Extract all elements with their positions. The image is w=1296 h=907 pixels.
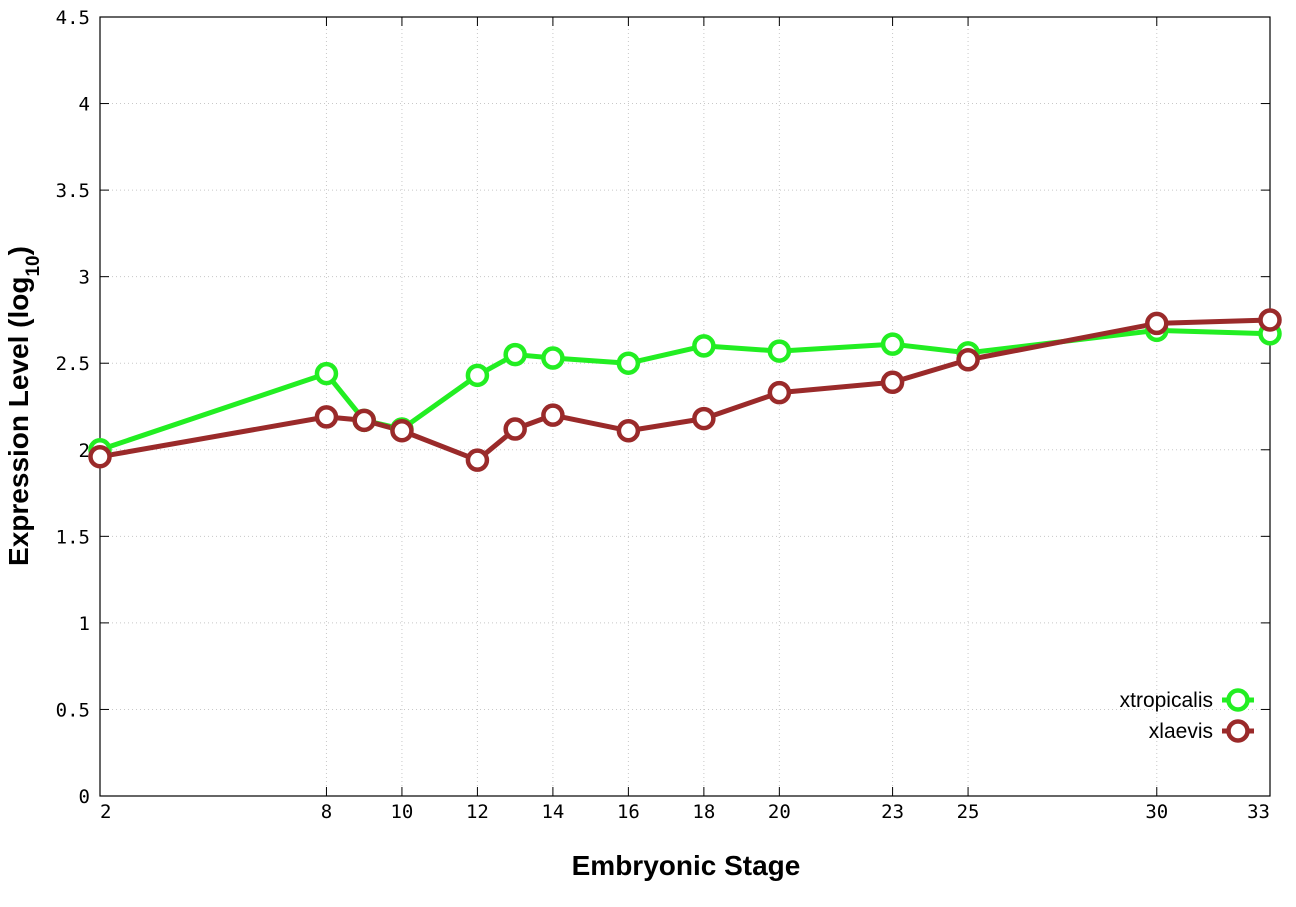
legend-label-xlaevis: xlaevis — [1149, 720, 1213, 743]
x-tick-label: 14 — [541, 801, 564, 823]
x-tick-label: 23 — [881, 801, 904, 823]
x-tick-label: 30 — [1145, 801, 1168, 823]
x-tick-label: 12 — [466, 801, 489, 823]
data-point-xtropicalis — [880, 332, 905, 356]
series-layer — [88, 308, 1282, 472]
data-point-xlaevis — [1145, 311, 1169, 336]
y-tick-label: 2.5 — [56, 353, 90, 375]
y-tick-label: 1.5 — [56, 526, 90, 548]
y-tick-label: 4.5 — [56, 7, 90, 29]
data-point-xlaevis — [88, 444, 112, 469]
data-point-xtropicalis — [314, 361, 339, 386]
x-tick-label: 18 — [692, 801, 715, 823]
data-point-xtropicalis — [503, 342, 527, 367]
data-point-xlaevis — [541, 403, 565, 427]
legend: xtropicalis xlaevis — [1120, 688, 1254, 743]
y-axis-title-subscript: 10 — [23, 255, 44, 276]
series-line-xtropicalis — [99, 327, 1271, 453]
y-tick-label: 4 — [79, 94, 90, 116]
x-axis-title: Embryonic Stage — [572, 850, 801, 881]
data-point-xlaevis — [956, 348, 980, 372]
plot-frame — [99, 16, 1271, 797]
data-point-xlaevis — [352, 408, 376, 433]
y-axis-title: Expression Level (log10) — [3, 246, 44, 566]
data-point-xtropicalis — [541, 346, 565, 370]
data-point-xlaevis — [314, 405, 339, 429]
y-tick-label: 3 — [79, 267, 90, 289]
data-point-xlaevis — [767, 380, 792, 405]
data-point-xlaevis — [692, 406, 716, 431]
data-point-xlaevis — [465, 448, 490, 472]
y-tick-label: 0 — [79, 786, 90, 808]
data-point-xtropicalis — [465, 363, 490, 388]
x-tick-label: 33 — [1247, 801, 1270, 823]
y-tick-label: 0.5 — [56, 699, 90, 721]
y-tick-label: 3.5 — [56, 180, 90, 202]
y-tick-label: 1 — [79, 613, 90, 635]
y-tick-label: 2 — [79, 440, 90, 462]
legend-marker-xlaevis — [1226, 719, 1250, 743]
y-axis-title-main: Expression Level (log — [3, 277, 34, 566]
grid-layer — [100, 17, 1270, 796]
data-point-xlaevis — [880, 370, 905, 395]
x-tick-label: 20 — [768, 801, 791, 823]
tick-layer: 0 0.5 1 1.5 2 2.5 3 3.5 4 4.5 2 8 10 12 14 16 18 20 23 25 30… — [56, 7, 1271, 823]
y-axis-title-close: ) — [3, 246, 34, 255]
data-point-xtropicalis — [767, 339, 792, 363]
data-point-xlaevis — [503, 417, 527, 441]
x-tick-label: 8 — [321, 801, 332, 823]
data-point-xlaevis — [390, 418, 414, 443]
x-tick-label: 10 — [390, 801, 413, 823]
legend-label-xtropicalis: xtropicalis — [1120, 689, 1213, 712]
x-tick-label: 25 — [957, 801, 980, 823]
x-tick-label: 16 — [617, 801, 640, 823]
x-tick-label: 2 — [100, 801, 111, 823]
data-point-xtropicalis — [616, 351, 641, 375]
legend-marker-xtropicalis — [1226, 688, 1250, 712]
data-point-xlaevis — [616, 418, 641, 443]
data-point-xtropicalis — [692, 334, 716, 358]
data-point-xlaevis — [1258, 308, 1282, 332]
